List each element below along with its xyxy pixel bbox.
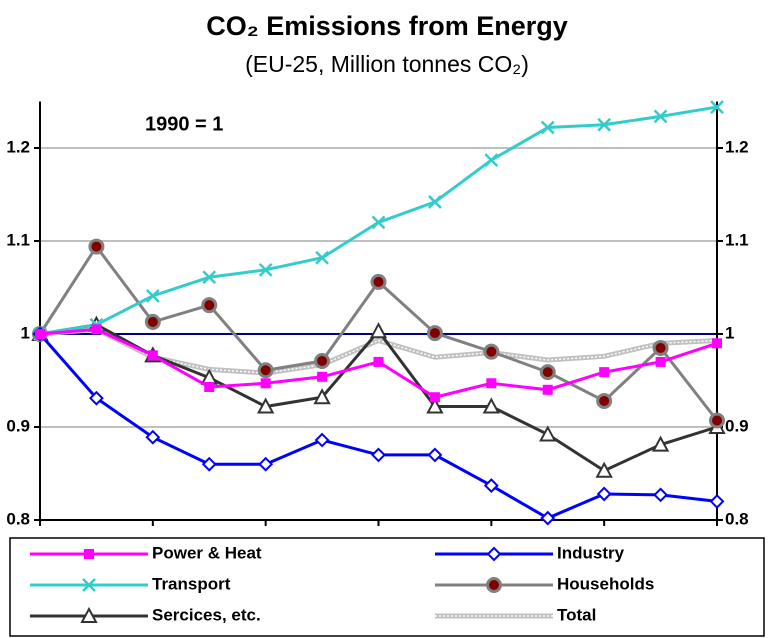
legend-item: Sercices, etc. — [30, 605, 261, 624]
y-tick-label: 1 — [21, 323, 30, 342]
marker — [145, 288, 160, 303]
marker — [204, 382, 215, 393]
marker — [539, 364, 556, 381]
legend-label: Power & Heat — [152, 543, 262, 562]
annotation: 1990 = 1 — [145, 113, 223, 135]
legend-label: Transport — [152, 574, 231, 593]
marker — [486, 546, 502, 562]
marker — [145, 429, 161, 445]
y2-tick-label: 0.9 — [725, 416, 749, 435]
legend-label: Total — [557, 605, 596, 624]
marker — [258, 262, 273, 277]
marker — [540, 120, 555, 135]
marker — [426, 325, 443, 342]
marker — [257, 362, 274, 379]
marker — [539, 425, 557, 442]
marker — [652, 339, 669, 356]
legend-item: Power & Heat — [30, 543, 262, 562]
marker — [84, 549, 94, 559]
marker — [596, 392, 613, 409]
legend-item: Total — [435, 605, 596, 624]
marker — [373, 356, 384, 367]
marker — [82, 578, 96, 592]
marker — [486, 378, 497, 389]
series-line — [39, 105, 718, 336]
marker — [317, 371, 328, 382]
marker — [651, 435, 670, 452]
marker — [370, 273, 387, 290]
marker — [371, 447, 386, 463]
marker — [709, 412, 725, 429]
marker — [653, 109, 668, 124]
marker — [314, 432, 330, 448]
marker — [482, 397, 501, 414]
marker — [314, 352, 331, 369]
legend-label: Households — [557, 574, 654, 593]
marker — [144, 313, 161, 330]
marker — [91, 324, 102, 335]
series-line-inner — [39, 328, 718, 374]
legend-label: Industry — [557, 543, 625, 562]
marker — [540, 510, 556, 526]
legend-item: Transport — [30, 574, 231, 593]
marker — [201, 297, 218, 314]
marker — [595, 461, 613, 478]
marker — [369, 322, 388, 339]
marker — [599, 367, 610, 378]
marker — [313, 388, 331, 405]
y2-tick-label: 0.8 — [725, 509, 749, 528]
marker — [426, 397, 444, 414]
marker — [201, 456, 217, 472]
y2-tick-label: 1.2 — [725, 137, 749, 156]
marker — [596, 486, 612, 502]
y2-tick-label: 1.1 — [725, 230, 749, 249]
marker — [35, 329, 45, 339]
marker — [484, 153, 499, 167]
marker — [597, 117, 612, 132]
marker — [258, 456, 274, 472]
marker — [428, 195, 442, 209]
legend-item: Industry — [435, 543, 625, 562]
marker — [202, 270, 217, 285]
marker — [710, 100, 724, 114]
marker — [89, 390, 104, 406]
marker — [429, 392, 440, 403]
y-tick-label: 1.1 — [6, 230, 30, 249]
marker — [709, 493, 725, 509]
marker — [483, 478, 499, 494]
marker — [80, 606, 98, 623]
legend-label: Sercices, etc. — [152, 605, 261, 624]
marker — [542, 384, 553, 395]
y-tick-label: 1.2 — [6, 137, 30, 156]
marker — [315, 250, 329, 265]
y2-tick-label: 1 — [725, 323, 734, 342]
chart-title: CO₂ Emissions from Energy — [206, 11, 568, 41]
y-tick-label: 0.9 — [6, 416, 30, 435]
marker — [486, 577, 502, 593]
marker — [371, 215, 386, 230]
marker — [653, 487, 668, 503]
marker — [427, 447, 443, 463]
marker — [655, 356, 666, 367]
marker — [256, 397, 275, 414]
chart-subtitle: (EU-25, Million tonnes CO₂) — [245, 51, 529, 77]
marker — [712, 338, 722, 349]
legend-item: Households — [435, 574, 654, 593]
marker — [147, 350, 158, 361]
marker — [260, 378, 271, 389]
marker — [483, 343, 500, 360]
marker — [88, 238, 105, 255]
y-tick-label: 0.8 — [6, 509, 30, 528]
